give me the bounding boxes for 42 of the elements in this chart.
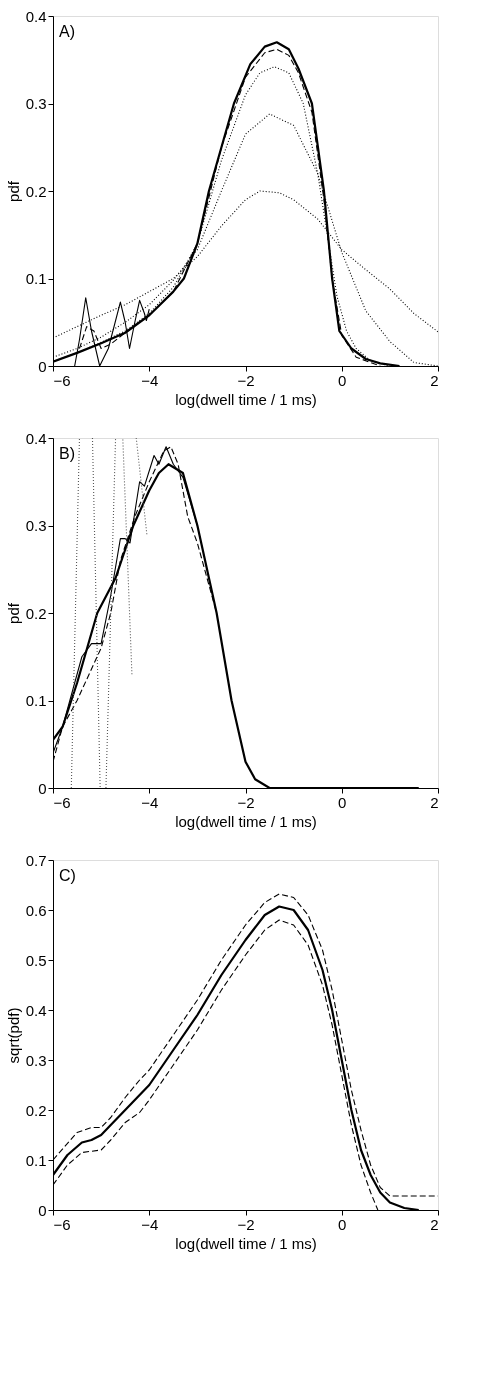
y-tick-label: 0.6 bbox=[25, 901, 47, 919]
x-tick-label: −4 bbox=[141, 1215, 159, 1233]
x-tick-label: 0 bbox=[338, 371, 347, 389]
x-tick-label: −2 bbox=[237, 793, 255, 811]
x-tick-label: 2 bbox=[430, 371, 439, 389]
annotation: A) bbox=[59, 23, 75, 40]
x-tick-label: −6 bbox=[53, 1215, 71, 1233]
x-tick-label: −4 bbox=[141, 793, 159, 811]
y-tick-label: 0.4 bbox=[25, 7, 47, 25]
y-axis-title: pdf bbox=[4, 180, 22, 202]
x-tick-label: −6 bbox=[53, 793, 71, 811]
annotation: C) bbox=[59, 867, 76, 884]
x-tick-label: −6 bbox=[53, 371, 71, 389]
y-tick-label: 0.7 bbox=[25, 851, 47, 869]
x-tick-label: 0 bbox=[338, 793, 347, 811]
y-axis-title: sqrt(pdf) bbox=[4, 1007, 22, 1064]
x-axis-title: log(dwell time / 1 ms) bbox=[175, 812, 317, 830]
x-axis-title: log(dwell time / 1 ms) bbox=[175, 390, 317, 408]
annotation: B) bbox=[59, 445, 75, 462]
y-tick-label: 0.1 bbox=[25, 692, 47, 709]
y-tick-label: 0.2 bbox=[25, 182, 47, 200]
y-tick-label: 0.2 bbox=[25, 604, 47, 622]
y-tick-label: 0.5 bbox=[25, 951, 47, 969]
y-tick-label: 0 bbox=[38, 1201, 47, 1219]
x-tick-label: −2 bbox=[237, 1215, 255, 1233]
x-tick-label: 2 bbox=[430, 1215, 439, 1233]
y-axis-title: pdf bbox=[4, 602, 22, 624]
y-tick-label: 0.1 bbox=[25, 270, 47, 287]
y-tick-label: 0.3 bbox=[25, 1051, 47, 1069]
y-tick-label: 0.3 bbox=[25, 517, 47, 534]
y-tick-label: 0.1 bbox=[25, 1151, 47, 1169]
y-tick-label: 0.2 bbox=[25, 1101, 47, 1119]
y-tick-label: 0.3 bbox=[25, 95, 47, 112]
y-tick-label: 0 bbox=[38, 779, 47, 797]
x-tick-label: −4 bbox=[141, 371, 159, 389]
y-tick-label: 0.4 bbox=[25, 1001, 47, 1019]
x-tick-label: −2 bbox=[237, 371, 255, 389]
y-tick-label: 0 bbox=[38, 357, 47, 375]
x-axis-title: log(dwell time / 1 ms) bbox=[175, 1234, 317, 1252]
y-tick-label: 0.4 bbox=[25, 429, 47, 447]
x-tick-label: 0 bbox=[338, 1215, 347, 1233]
x-tick-label: 2 bbox=[430, 793, 439, 811]
